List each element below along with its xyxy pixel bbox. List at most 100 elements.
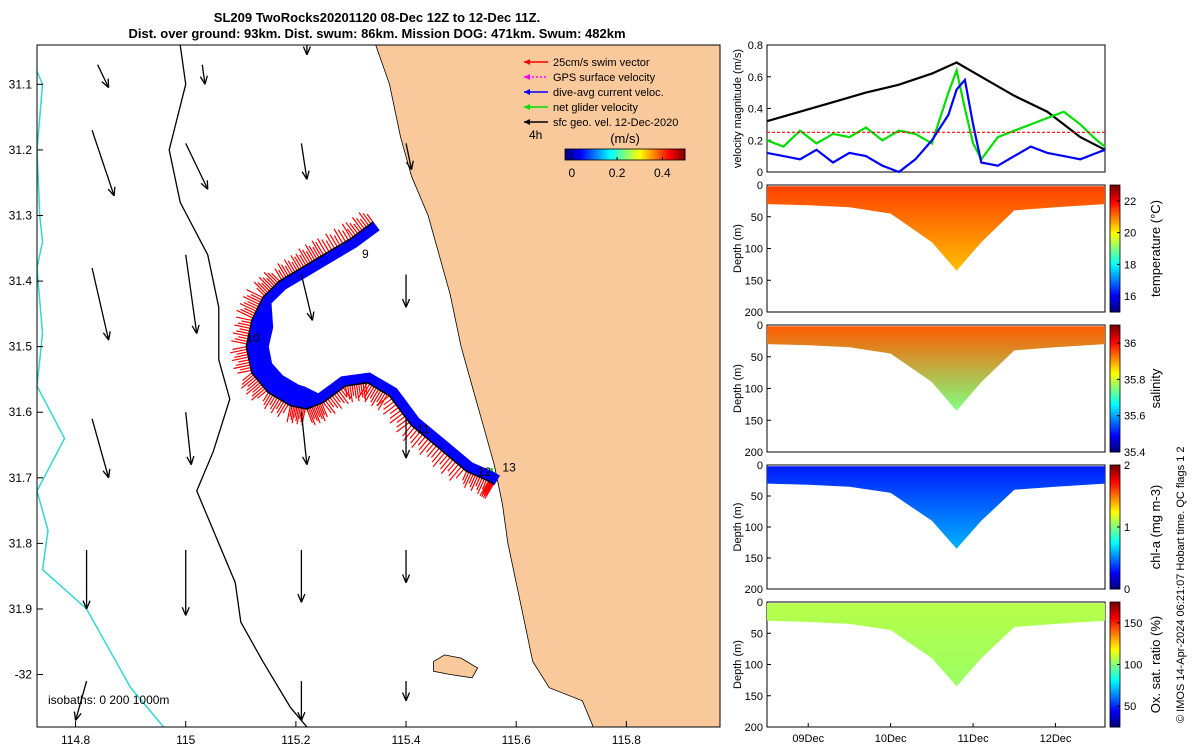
swim-vector [325, 400, 336, 414]
colorbar-tick-label: 1 [1124, 522, 1130, 534]
imos-footer: © IMOS 14-Apr-2024 06:21:07 Hobart time.… [1175, 446, 1187, 723]
swim-vector [333, 228, 344, 244]
swim-vector [251, 386, 264, 397]
swim-vector [264, 394, 274, 410]
swim-vector [277, 402, 287, 418]
swim-vector [355, 217, 365, 229]
velocity-series-line [766, 66, 1106, 162]
depth-tick-label: 0 [757, 460, 763, 472]
swim-vector [271, 272, 280, 282]
geo-arrow [91, 418, 111, 479]
swim-vector [312, 246, 320, 258]
section-fill [767, 466, 1105, 549]
swim-vector [284, 265, 291, 275]
swim-vector [396, 416, 406, 423]
swim-vector [257, 282, 269, 294]
depth-tick-label: 200 [745, 722, 763, 734]
swim-vector [299, 254, 307, 266]
colorbar-unit-label: (m/s) [610, 131, 640, 146]
swim-vector [238, 336, 249, 340]
map-y-tick-label: 31.7 [9, 471, 33, 485]
swim-vector [426, 443, 435, 453]
depth-tick-label: 100 [745, 384, 763, 396]
swim-vector [246, 295, 261, 303]
map-x-tick-label: 115.2 [281, 733, 310, 747]
swim-vector [383, 398, 393, 406]
geo-arrow [401, 681, 411, 702]
swim-vector [362, 383, 371, 395]
swim-vector [309, 407, 316, 420]
swim-vector [340, 388, 348, 398]
swim-vector [243, 296, 260, 305]
swim-vector [283, 259, 294, 274]
geo-arrow [73, 680, 88, 721]
colorbar-label: temperature (°C) [1148, 200, 1163, 297]
map-y-tick-label: 31.1 [9, 77, 33, 91]
day-label: 9 [362, 247, 369, 261]
swim-vector [231, 340, 248, 345]
swim-vector [351, 217, 363, 231]
legend-label: net glider velocity [553, 102, 638, 114]
legend-item: dive-avg current veloc. [524, 87, 664, 99]
swim-vector [246, 289, 264, 299]
time-tick-label: 10Dec [875, 733, 907, 745]
swim-vector [431, 450, 443, 463]
swim-vector [355, 384, 360, 402]
swim-vector [449, 466, 462, 481]
swim-vector [234, 338, 248, 342]
geo-arrow [185, 412, 195, 466]
colorbar-tick-label: 16 [1124, 291, 1136, 303]
colorbar-label: chl-a (mg m-3) [1148, 485, 1163, 570]
section-fill [767, 186, 1105, 271]
swim-vector [289, 405, 293, 417]
swim-vector [311, 406, 318, 422]
legend-label: dive-avg current veloc. [553, 87, 664, 99]
swim-vector [247, 300, 259, 308]
map-x-axis: 114.8 115 115.2 115.4 115.6 115.8 [61, 721, 641, 747]
swim-vector [262, 392, 269, 402]
swim-vector [337, 229, 347, 243]
swim-vector [357, 382, 369, 399]
swim-vector [253, 281, 267, 295]
swim-vector [269, 397, 278, 410]
map-y-tick-label: 31.4 [9, 274, 33, 288]
legend-item: GPS surface velocity [524, 72, 656, 84]
swim-vector [236, 351, 248, 355]
geo-arrow [185, 254, 200, 334]
map-panel: 9 10 11 12 13 114.8 115 115.2 115.4 115.6 115.8 3… [9, 44, 721, 747]
swim-vector [277, 263, 287, 278]
swim-vector [275, 400, 283, 410]
swim-vector [342, 230, 349, 241]
colorbar-tick-label: 0 [568, 166, 575, 180]
section-panel-4: 50 100 150 Ox. sat. ratio (%) 0 50 100 150 200 De… [732, 597, 1163, 734]
swim-vector [432, 452, 446, 468]
swim-vector [447, 461, 457, 472]
swim-vector [304, 244, 316, 261]
depth-tick-label: 0 [757, 320, 763, 332]
swim-vector [315, 241, 324, 256]
depth-tick-label: 100 [745, 522, 763, 534]
swim-vector [266, 277, 275, 287]
legend-note: 4h [529, 128, 542, 142]
velocity-panel: 0 0.2 0.4 0.6 0.8 velocity magnitude (m/s) [732, 40, 1106, 179]
swim-vector [341, 223, 352, 239]
swim-vector [482, 481, 491, 495]
colorbar-tick-label: 36 [1124, 338, 1136, 350]
section-panel-2: 35.4 35.6 35.8 36 salinity 0 50 100 150 200 Depth … [732, 320, 1163, 459]
geo-arrow [300, 412, 311, 466]
velocity-y-tick-label: 0.4 [748, 104, 763, 116]
swim-vector [294, 256, 302, 269]
section-panel-3: 0 1 2 chl-a (mg m-3) 0 50 100 150 200 Depth (m) [732, 460, 1163, 596]
swim-vector [280, 264, 289, 277]
swim-vector [476, 477, 483, 491]
map-x-tick-label: 114.8 [61, 733, 90, 747]
swim-vector [396, 418, 408, 428]
swim-vector [278, 269, 285, 279]
geo-arrow [82, 549, 91, 610]
swim-vector [312, 406, 321, 424]
title-line1: SL209 TwoRocks20201120 08-Dec 12Z to 12-… [214, 10, 540, 25]
velocity-y-tick-label: 0.2 [748, 135, 763, 147]
glider-track [245, 221, 495, 486]
swim-vector [307, 408, 316, 426]
